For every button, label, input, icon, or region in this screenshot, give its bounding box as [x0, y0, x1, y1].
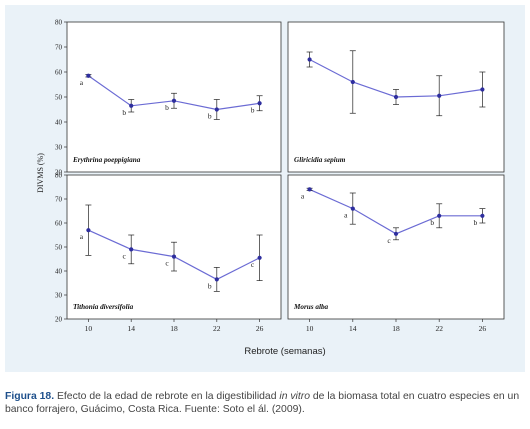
significance-letter: b — [165, 103, 169, 112]
data-point — [437, 93, 442, 98]
figure-panel: 20 30 40 50 60 70 80 a b b b b Erythrina poeppigiana… — [5, 5, 525, 372]
x-tick-label: 10 — [306, 324, 314, 333]
significance-letter: a — [80, 78, 84, 87]
data-point — [480, 213, 485, 218]
data-point — [480, 87, 485, 92]
data-point — [350, 206, 355, 211]
panel-title: Morus alba — [293, 303, 329, 311]
x-tick-label: 22 — [213, 324, 221, 333]
significance-letter: c — [165, 259, 169, 268]
data-point — [214, 277, 219, 282]
y-tick-label: 40 — [55, 268, 63, 276]
y-tick-label: 60 — [55, 220, 63, 228]
x-tick-label: 18 — [392, 324, 400, 333]
data-point — [257, 101, 262, 106]
x-tick-label: 10 — [85, 324, 93, 333]
data-point — [257, 255, 262, 260]
x-tick-label: 14 — [349, 324, 357, 333]
y-tick-label: 70 — [55, 44, 63, 52]
y-tick-label: 70 — [55, 196, 63, 204]
significance-letter: b — [430, 218, 434, 227]
significance-letter: b — [251, 105, 255, 114]
data-point — [393, 231, 399, 236]
y-tick-label: 60 — [55, 69, 63, 77]
caption-label: Figura 18. — [5, 391, 55, 402]
data-point — [350, 79, 355, 85]
significance-letter: a — [301, 191, 305, 200]
plot-area-4 — [287, 174, 505, 320]
data-point — [214, 107, 219, 112]
y-tick-label: 20 — [55, 169, 63, 177]
data-point — [307, 187, 312, 192]
figure-caption: Figura 18. Efecto de la edad de rebrote … — [5, 390, 527, 416]
significance-letter: b — [208, 281, 212, 290]
x-tick-label: 22 — [435, 324, 443, 333]
y-tick-label: 50 — [55, 94, 63, 102]
data-point — [393, 94, 399, 100]
x-tick-label: 26 — [479, 324, 487, 333]
x-tick-label: 26 — [256, 324, 264, 333]
significance-letter: b — [474, 218, 478, 227]
y-tick-label: 50 — [55, 244, 63, 252]
x-tick-label: 18 — [170, 324, 178, 333]
data-point — [86, 73, 91, 78]
panel-title: Tithonia diversifolia — [73, 303, 134, 311]
data-point — [437, 213, 442, 218]
data-point — [307, 57, 312, 62]
significance-letter: b — [208, 112, 212, 121]
caption-text-2: de la biomasa total en cuatro especies e… — [5, 391, 520, 415]
x-axis-label: Rebrote (semanas) — [244, 346, 325, 357]
data-point — [171, 98, 177, 103]
data-point — [86, 228, 91, 233]
y-tick-label: 40 — [55, 119, 63, 127]
significance-letter: a — [80, 232, 84, 241]
significance-letter: a — [344, 211, 348, 220]
y-tick-label: 30 — [55, 144, 63, 152]
x-tick-label: 14 — [127, 324, 135, 333]
panel-title: Gliricidia sepium — [294, 156, 346, 164]
y-tick-label: 30 — [55, 292, 63, 300]
y-tick-label: 20 — [55, 316, 63, 324]
chart-grid: 20 30 40 50 60 70 80 a b b b b Erythrina poeppigiana… — [36, 19, 505, 357]
significance-letter: c — [123, 251, 127, 260]
data-point — [129, 103, 134, 108]
significance-letter: b — [122, 108, 126, 117]
caption-italic: in vitro — [279, 391, 310, 402]
significance-letter: c — [387, 236, 391, 245]
panel-title: Erythrina poeppigiana — [72, 156, 141, 164]
data-point — [171, 254, 177, 259]
caption-text-1: Efecto de la edad de rebrote en la diges… — [54, 391, 280, 402]
y-tick-label: 80 — [55, 19, 63, 27]
y-tick-label: 80 — [55, 172, 63, 180]
significance-letter: c — [251, 260, 255, 269]
y-axis-label: DIVMS (%) — [36, 153, 45, 193]
data-point — [129, 247, 134, 252]
